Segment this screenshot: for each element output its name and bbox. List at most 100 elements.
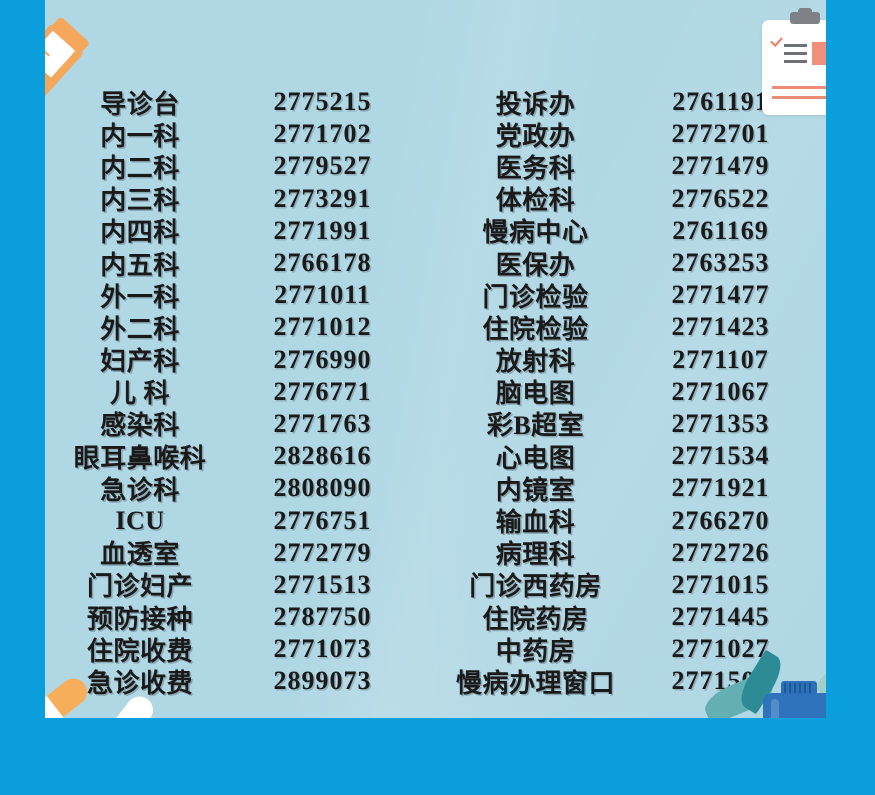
directory-row: 内三科 2773291 bbox=[45, 183, 436, 216]
department-phone: 2771015 bbox=[671, 569, 770, 599]
directory-row: 内二科 2779527 bbox=[45, 150, 436, 183]
department-phone: 2771067 bbox=[671, 376, 770, 406]
department-phone: 2771921 bbox=[671, 473, 770, 503]
directory-row: 体检科 2776522 bbox=[436, 183, 827, 216]
department-name: 体检科 bbox=[495, 186, 576, 216]
right-margin bbox=[826, 0, 875, 795]
department-name: 住院收费 bbox=[86, 636, 193, 666]
department-phone: 2776522 bbox=[671, 183, 770, 213]
directory-row: 内一科 2771702 bbox=[45, 118, 436, 151]
department-name: 内四科 bbox=[100, 218, 180, 248]
directory-row: 眼耳鼻喉科 2828616 bbox=[45, 440, 436, 473]
directory-row: 脑电图 2771067 bbox=[436, 376, 827, 409]
bottom-margin bbox=[0, 718, 875, 795]
directory-row: 预防接种 2787750 bbox=[45, 601, 436, 634]
department-phone: 2772726 bbox=[671, 537, 770, 567]
directory-row: 放射科 2771107 bbox=[436, 344, 827, 377]
department-name: 眼耳鼻喉科 bbox=[73, 443, 207, 473]
clipboard-clip bbox=[790, 12, 820, 24]
directory-row: 医保办 2763253 bbox=[436, 247, 827, 280]
directory-row: 住院检验 2771423 bbox=[436, 311, 827, 344]
department-name: 住院检验 bbox=[482, 314, 589, 344]
department-phone: 2772701 bbox=[671, 119, 770, 149]
directory-row: 投诉办 2761191 bbox=[436, 86, 827, 119]
department-phone: 2771073 bbox=[273, 634, 372, 664]
clipboard-text-line bbox=[784, 60, 807, 63]
directory-row: 住院收费 2771073 bbox=[45, 633, 436, 666]
department-phone: 2771353 bbox=[671, 408, 770, 438]
department-name: 心电图 bbox=[495, 443, 576, 473]
department-name: 医务科 bbox=[495, 153, 576, 183]
department-phone: 2771991 bbox=[273, 215, 372, 245]
department-phone: 2771702 bbox=[273, 119, 372, 149]
department-name: 血透室 bbox=[100, 540, 180, 570]
directory-row: 门诊检验 2771477 bbox=[436, 279, 827, 312]
department-phone: 2766178 bbox=[273, 248, 372, 278]
directory-row: 内镜室 2771921 bbox=[436, 472, 827, 505]
department-phone: 2771477 bbox=[671, 280, 770, 310]
department-phone: 2771445 bbox=[671, 602, 770, 632]
clipboard-accent-line bbox=[772, 96, 836, 99]
clipboard-text-line bbox=[784, 52, 807, 55]
department-name: 脑电图 bbox=[495, 379, 576, 409]
directory-row: 党政办 2772701 bbox=[436, 118, 827, 151]
department-phone: 2771011 bbox=[274, 280, 371, 310]
department-name: 外一科 bbox=[100, 282, 180, 312]
department-name: 儿 科 bbox=[109, 379, 170, 409]
department-name: 门诊西药房 bbox=[469, 572, 602, 602]
department-phone: 2766270 bbox=[671, 505, 770, 535]
department-phone: 2776771 bbox=[273, 376, 372, 406]
directory-row: 心电图 2771534 bbox=[436, 440, 827, 473]
department-phone: 2761169 bbox=[672, 215, 769, 245]
department-name: 内二科 bbox=[100, 153, 180, 183]
directory-row: ICU 2776751 bbox=[45, 504, 436, 536]
department-phone: 2771513 bbox=[273, 569, 372, 599]
department-phone: 2776751 bbox=[273, 505, 372, 535]
directory-row: 住院药房 2771445 bbox=[436, 601, 827, 634]
directory-row: 医务科 2771479 bbox=[436, 150, 827, 183]
department-phone: 2771107 bbox=[672, 344, 769, 374]
clipboard-accent-line bbox=[772, 86, 836, 89]
department-phone: 2772779 bbox=[273, 537, 372, 567]
department-name: 住院药房 bbox=[482, 604, 589, 634]
directory-row: 病理科 2772726 bbox=[436, 537, 827, 570]
department-name: 放射科 bbox=[495, 347, 576, 377]
department-phone: 2808090 bbox=[273, 473, 372, 503]
department-phone: 2773291 bbox=[273, 183, 372, 213]
directory-row: 外二科 2771012 bbox=[45, 311, 436, 344]
directory-row: 内四科 2771991 bbox=[45, 215, 436, 248]
directory-row: 导诊台 2775215 bbox=[45, 86, 436, 119]
department-phone: 2776990 bbox=[273, 344, 372, 374]
department-name: 妇产科 bbox=[100, 347, 180, 377]
department-name: 外二科 bbox=[100, 314, 180, 344]
department-name: 党政办 bbox=[495, 121, 576, 151]
department-name: 门诊妇产 bbox=[86, 572, 193, 602]
department-name: 导诊台 bbox=[100, 89, 180, 119]
department-phone: 2761191 bbox=[672, 87, 769, 117]
directory-row: 感染科 2771763 bbox=[45, 408, 436, 441]
department-phone: 2899073 bbox=[273, 666, 372, 696]
directory-row: 内五科 2766178 bbox=[45, 247, 436, 280]
phone-directory: 导诊台 2775215 内一科 2771702 内二科 2779527 内三科 2773291… bbox=[45, 0, 826, 718]
clipboard-text-line bbox=[784, 44, 807, 47]
department-name: 预防接种 bbox=[86, 604, 193, 634]
directory-row: 彩B超室 2771353 bbox=[436, 408, 827, 441]
department-name: 病理科 bbox=[495, 540, 576, 570]
department-name: 中药房 bbox=[495, 636, 576, 666]
directory-row: 输血科 2766270 bbox=[436, 504, 827, 538]
department-name: 门诊检验 bbox=[482, 282, 589, 312]
department-name: 感染科 bbox=[100, 411, 180, 441]
bottle-cap bbox=[781, 681, 817, 695]
department-name: 内镜室 bbox=[495, 475, 576, 505]
department-name: 内五科 bbox=[100, 250, 180, 280]
directory-column-left: 导诊台 2775215 内一科 2771702 内二科 2779527 内三科 2773291… bbox=[45, 86, 436, 698]
directory-row: 血透室 2772779 bbox=[45, 537, 436, 570]
directory-row: 妇产科 2776990 bbox=[45, 344, 436, 377]
department-phone: 2771534 bbox=[671, 441, 770, 471]
department-name: 慢病中心 bbox=[482, 218, 589, 248]
directory-row: 急诊收费 2899073 bbox=[45, 665, 436, 698]
department-name: 急诊科 bbox=[100, 475, 180, 505]
department-phone: 2771479 bbox=[671, 151, 770, 181]
department-name: 输血科 bbox=[495, 508, 576, 538]
